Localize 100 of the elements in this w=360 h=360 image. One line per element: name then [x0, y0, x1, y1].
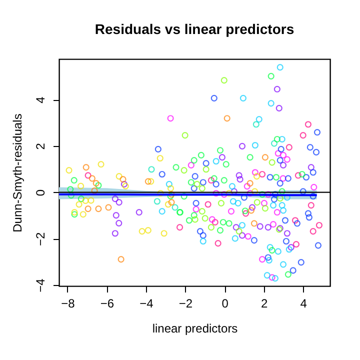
- point: [300, 188, 306, 195]
- point: [290, 267, 296, 274]
- point: [138, 228, 146, 235]
- x-tick-label: 4: [300, 296, 308, 310]
- point: [202, 215, 208, 222]
- point: [264, 254, 272, 261]
- point: [278, 202, 286, 209]
- point: [78, 182, 84, 190]
- point: [112, 212, 120, 219]
- point: [116, 199, 122, 206]
- point: [280, 162, 287, 168]
- point: [260, 200, 268, 207]
- point: [252, 142, 258, 149]
- point: [264, 191, 272, 198]
- point: [274, 136, 280, 143]
- point: [310, 169, 316, 176]
- point: [172, 204, 178, 211]
- point: [252, 169, 258, 176]
- chart-title: Residuals vs linear predictors: [94, 21, 294, 37]
- point: [270, 140, 278, 147]
- point: [216, 147, 224, 154]
- point: [212, 218, 218, 226]
- point: [118, 256, 124, 263]
- point: [212, 158, 220, 165]
- point: [224, 115, 230, 122]
- point: [298, 259, 304, 266]
- point: [270, 196, 278, 203]
- point: [157, 190, 164, 197]
- point: [192, 173, 198, 180]
- point: [282, 217, 289, 224]
- point: [238, 222, 246, 229]
- point: [226, 220, 232, 227]
- x-tick-label: −4: [140, 296, 154, 310]
- point: [232, 224, 240, 231]
- point: [164, 201, 172, 208]
- point: [264, 272, 270, 279]
- point: [166, 180, 172, 188]
- point: [192, 206, 200, 213]
- point: [220, 191, 228, 198]
- point: [292, 217, 299, 224]
- point: [105, 204, 112, 211]
- point: [280, 152, 287, 159]
- point: [216, 227, 224, 234]
- point: [71, 208, 78, 216]
- point: [144, 178, 152, 185]
- point: [208, 216, 216, 223]
- point: [276, 195, 284, 202]
- point: [190, 212, 198, 219]
- point: [284, 230, 290, 237]
- point: [252, 121, 260, 128]
- point: [252, 188, 258, 195]
- x-tick-label: 2: [260, 296, 268, 310]
- point: [262, 154, 268, 161]
- point: [268, 72, 274, 80]
- point: [188, 179, 194, 186]
- point: [308, 202, 314, 209]
- point: [248, 204, 256, 211]
- point: [218, 154, 226, 161]
- point: [310, 192, 316, 200]
- point: [244, 183, 250, 190]
- point: [274, 208, 280, 216]
- point: [156, 154, 164, 162]
- point: [136, 208, 142, 216]
- point: [188, 162, 194, 168]
- point: [246, 154, 254, 161]
- point: [316, 222, 322, 229]
- point: [234, 200, 242, 207]
- point: [258, 256, 266, 263]
- point: [222, 160, 230, 168]
- point: [278, 146, 284, 152]
- point: [148, 178, 154, 185]
- point: [268, 247, 276, 254]
- point: [78, 196, 84, 202]
- point: [82, 197, 89, 204]
- y-tick-label: 4: [34, 96, 48, 104]
- point: [80, 211, 86, 218]
- point: [306, 214, 312, 221]
- point: [276, 180, 284, 187]
- point: [98, 160, 104, 168]
- y-tick-label: −4: [34, 278, 48, 292]
- point: [160, 230, 168, 237]
- point: [236, 172, 242, 179]
- point: [202, 160, 210, 167]
- point: [266, 244, 274, 251]
- point: [268, 159, 276, 166]
- point: [256, 116, 262, 123]
- point: [274, 86, 280, 92]
- point: [210, 175, 218, 182]
- point: [302, 174, 310, 181]
- point: [253, 173, 260, 180]
- point: [254, 199, 260, 206]
- point: [76, 201, 82, 208]
- point: [256, 223, 264, 230]
- point: [304, 121, 312, 128]
- point: [266, 174, 274, 181]
- point: [300, 132, 306, 139]
- point: [280, 261, 287, 268]
- point: [210, 94, 218, 102]
- point: [112, 230, 118, 237]
- point: [208, 176, 214, 184]
